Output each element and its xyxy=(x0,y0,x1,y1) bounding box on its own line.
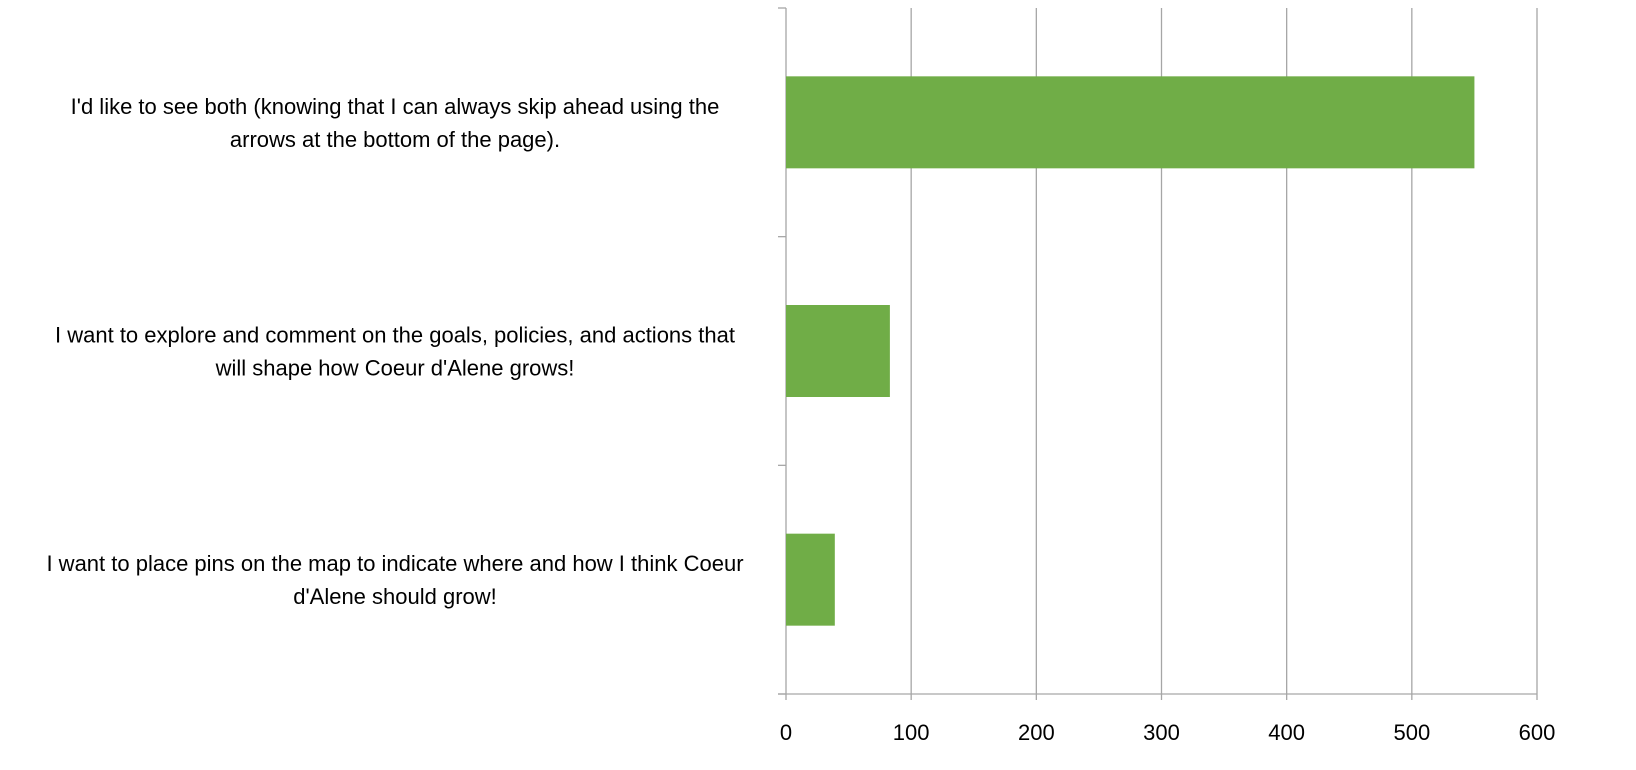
category-label-2: I want to explore and comment on the goa… xyxy=(55,323,735,381)
category-labels: I'd like to see both (knowing that I can… xyxy=(46,94,743,609)
x-tick-label-600: 600 xyxy=(1519,720,1556,745)
category-label-1-line-2: arrows at the bottom of the page). xyxy=(230,127,560,152)
bars xyxy=(786,76,1475,626)
category-label-2-line-1: I want to explore and comment on the goa… xyxy=(55,323,735,348)
bar-3 xyxy=(786,533,835,626)
x-tick-label-100: 100 xyxy=(893,720,930,745)
category-label-3: I want to place pins on the map to indic… xyxy=(46,551,743,609)
x-tick-label-500: 500 xyxy=(1393,720,1430,745)
bar-1 xyxy=(786,76,1475,169)
category-label-1: I'd like to see both (knowing that I can… xyxy=(71,94,720,152)
bar-2 xyxy=(786,305,890,397)
x-tick-label-0: 0 xyxy=(780,720,792,745)
x-tick-label-400: 400 xyxy=(1268,720,1305,745)
category-label-3-line-1: I want to place pins on the map to indic… xyxy=(46,551,743,576)
category-label-1-line-1: I'd like to see both (knowing that I can… xyxy=(71,94,720,119)
category-label-2-line-2: will shape how Coeur d'Alene grows! xyxy=(215,356,575,381)
x-tick-labels: 0 100 200 300 400 500 600 xyxy=(780,720,1555,745)
category-label-3-line-2: d'Alene should grow! xyxy=(293,584,497,609)
x-tick-label-200: 200 xyxy=(1018,720,1055,745)
x-tick-label-300: 300 xyxy=(1143,720,1180,745)
